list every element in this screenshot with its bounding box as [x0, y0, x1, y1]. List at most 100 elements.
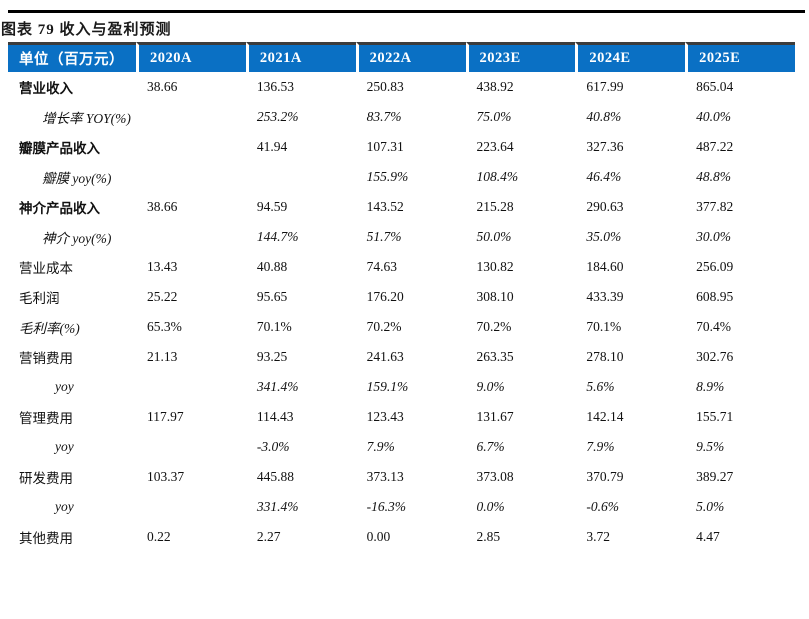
value-cell: 142.14: [586, 409, 624, 424]
value-cell: 373.08: [476, 469, 514, 484]
value-cell: 7.9%: [586, 439, 615, 454]
value-cell: 70.1%: [586, 319, 622, 334]
value-cell: 38.66: [147, 199, 178, 214]
value-cell: 65.3%: [147, 319, 182, 334]
row-label-cell: 管理费用: [19, 411, 73, 426]
value-cell: 370.79: [586, 469, 624, 484]
value-cell: 155.9%: [366, 169, 409, 184]
top-divider-rule: [8, 10, 805, 13]
value-cell: 41.94: [256, 139, 288, 154]
value-cell: 223.64: [476, 139, 514, 154]
value-cell: 302.76: [696, 349, 734, 364]
table-row: 瓣膜 yoy(%) 155.9% 108.4% 46.4% 48.8%: [8, 162, 795, 192]
revenue-profit-forecast-table: 单位（百万元） 2020A 2021A 2022A 2023E 2024E 2025E 营…: [8, 42, 795, 552]
table-row: 神介 yoy(%) 144.7% 51.7% 50.0% 35.0% 30.0%: [8, 222, 795, 252]
value-cell: 389.27: [696, 469, 734, 484]
value-cell: 75.0%: [476, 109, 512, 124]
value-cell: 215.28: [476, 199, 514, 214]
row-label-cell: 神介产品收入: [19, 201, 100, 216]
row-label-cell: 营业收入: [19, 81, 73, 96]
value-cell: 2.85: [476, 529, 501, 544]
row-label-cell: 其他费用: [19, 531, 73, 546]
header-cell-year: 2024E: [575, 42, 686, 72]
value-cell: 5.0%: [696, 499, 725, 514]
value-cell: 35.0%: [586, 229, 622, 244]
value-cell: 155.71: [696, 409, 734, 424]
value-cell: [136, 222, 246, 252]
table-body: 营业收入 38.66 136.53 250.83 438.92 617.99 865.04 增…: [8, 72, 795, 552]
value-cell: 46.4%: [586, 169, 622, 184]
value-cell: -16.3%: [366, 499, 407, 514]
table-row: yoy 341.4% 159.1% 9.0% 5.6% 8.9%: [8, 372, 795, 402]
value-cell: [136, 132, 246, 162]
value-cell: 70.2%: [366, 319, 402, 334]
table-row: 营业收入 38.66 136.53 250.83 438.92 617.99 865.04: [8, 72, 795, 102]
value-cell: 9.5%: [696, 439, 725, 454]
value-cell: 40.88: [256, 259, 288, 274]
value-cell: [136, 162, 246, 192]
value-cell: [136, 492, 246, 522]
value-cell: 308.10: [476, 289, 514, 304]
value-cell: 865.04: [696, 79, 734, 94]
value-cell: 184.60: [586, 259, 624, 274]
table-row: 其他费用 0.22 2.27 0.00 2.85 3.72 4.47: [8, 522, 795, 552]
header-cell-unit: 单位（百万元）: [8, 42, 136, 72]
value-cell: 143.52: [366, 199, 404, 214]
value-cell: 51.7%: [366, 229, 402, 244]
row-label-cell: 营销费用: [19, 351, 73, 366]
value-cell: 487.22: [696, 139, 734, 154]
value-cell: 263.35: [476, 349, 514, 364]
value-cell: 0.00: [366, 529, 391, 544]
table-row: 毛利润 25.22 95.65 176.20 308.10 433.39 608.95: [8, 282, 795, 312]
value-cell: 70.2%: [476, 319, 512, 334]
value-cell: 38.66: [147, 79, 178, 94]
value-cell: -0.6%: [586, 499, 619, 514]
value-cell: 48.8%: [696, 169, 732, 184]
value-cell: 83.7%: [366, 109, 402, 124]
table-row: 瓣膜产品收入 41.94 107.31 223.64 327.36 487.22: [8, 132, 795, 162]
row-label-cell: yoy: [55, 499, 74, 514]
value-cell: 108.4%: [476, 169, 519, 184]
value-cell: 6.7%: [476, 439, 505, 454]
value-cell: 136.53: [256, 79, 294, 94]
value-cell: 0.22: [147, 529, 171, 544]
value-cell: 290.63: [586, 199, 624, 214]
table-header-row: 单位（百万元） 2020A 2021A 2022A 2023E 2024E 2025E: [8, 42, 795, 72]
value-cell: [246, 162, 356, 192]
value-cell: 131.67: [476, 409, 514, 424]
row-label-cell: yoy: [55, 379, 74, 394]
row-label-cell: 瓣膜 yoy(%): [42, 171, 112, 186]
value-cell: 373.13: [366, 469, 404, 484]
value-cell: 130.82: [476, 259, 514, 274]
value-cell: 144.7%: [256, 229, 299, 244]
table-row: 毛利率(%) 65.3% 70.1% 70.2% 70.2% 70.1% 70.4%: [8, 312, 795, 342]
value-cell: 21.13: [147, 349, 178, 364]
table-row: yoy -3.0% 7.9% 6.7% 7.9% 9.5%: [8, 432, 795, 462]
value-cell: 341.4%: [256, 379, 299, 394]
value-cell: 30.0%: [696, 229, 732, 244]
header-cell-year: 2021A: [245, 42, 356, 72]
value-cell: 159.1%: [366, 379, 409, 394]
header-cell-year: 2025E: [685, 42, 795, 72]
value-cell: 123.43: [366, 409, 404, 424]
header-cell-year: 2022A: [355, 42, 466, 72]
table-row: 研发费用 103.37 445.88 373.13 373.08 370.79 389.27: [8, 462, 795, 492]
value-cell: 617.99: [586, 79, 624, 94]
value-cell: 95.65: [256, 289, 288, 304]
value-cell: [136, 102, 246, 132]
value-cell: 253.2%: [256, 109, 299, 124]
value-cell: 3.72: [586, 529, 610, 544]
value-cell: -3.0%: [256, 439, 290, 454]
table-row: 神介产品收入 38.66 94.59 143.52 215.28 290.63 377.82: [8, 192, 795, 222]
value-cell: 241.63: [366, 349, 404, 364]
figure-title: 图表 79 收入与盈利预测: [1, 22, 172, 38]
value-cell: 8.9%: [696, 379, 725, 394]
value-cell: 176.20: [366, 289, 404, 304]
value-cell: 5.6%: [586, 379, 615, 394]
value-cell: 327.36: [586, 139, 624, 154]
value-cell: 94.59: [256, 199, 288, 214]
row-label-cell: 营业成本: [19, 261, 73, 276]
value-cell: 9.0%: [476, 379, 505, 394]
table-row: 营业成本 13.43 40.88 74.63 130.82 184.60 256.09: [8, 252, 795, 282]
value-cell: 250.83: [366, 79, 404, 94]
